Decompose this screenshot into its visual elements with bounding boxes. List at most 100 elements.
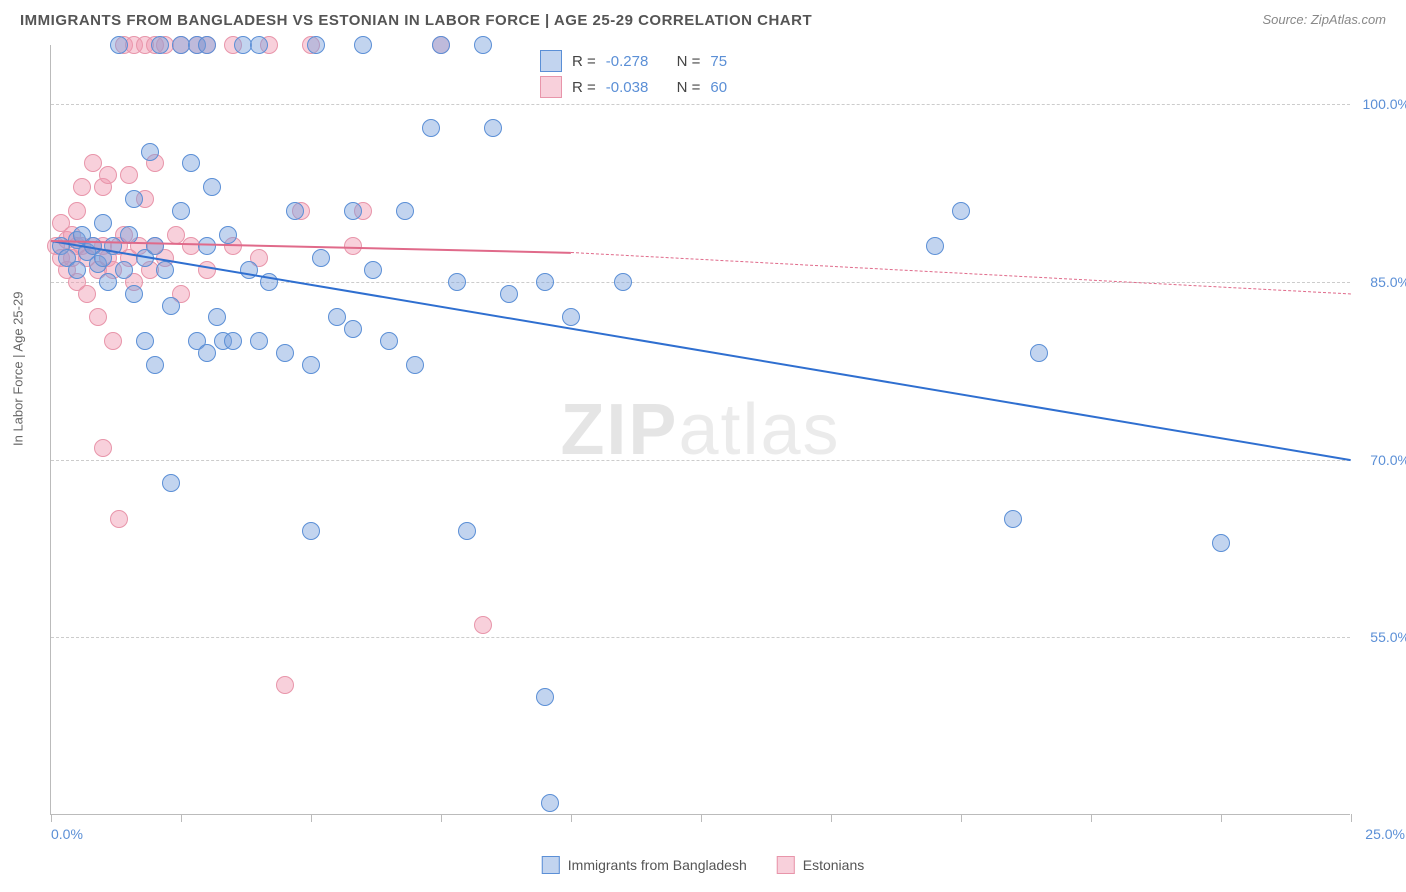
point-estonians xyxy=(167,226,185,244)
gridline-h xyxy=(51,104,1350,105)
source-attribution: Source: ZipAtlas.com xyxy=(1262,12,1386,27)
point-bangladesh xyxy=(302,356,320,374)
point-estonians xyxy=(104,332,122,350)
y-tick-label: 100.0% xyxy=(1363,96,1406,112)
point-bangladesh xyxy=(203,178,221,196)
series-legend: Immigrants from Bangladesh Estonians xyxy=(542,856,864,874)
point-bangladesh xyxy=(484,119,502,137)
point-estonians xyxy=(474,616,492,634)
n-label: N = xyxy=(677,79,701,96)
point-bangladesh xyxy=(396,202,414,220)
watermark-bold: ZIP xyxy=(560,390,678,470)
point-bangladesh xyxy=(1004,510,1022,528)
point-bangladesh xyxy=(151,36,169,54)
point-estonians xyxy=(78,285,96,303)
point-bangladesh xyxy=(474,36,492,54)
point-bangladesh xyxy=(432,36,450,54)
chart-title: IMMIGRANTS FROM BANGLADESH VS ESTONIAN I… xyxy=(20,12,812,29)
point-bangladesh xyxy=(198,36,216,54)
gridline-h xyxy=(51,460,1350,461)
point-bangladesh xyxy=(614,273,632,291)
point-bangladesh xyxy=(541,794,559,812)
n-value-estonians: 60 xyxy=(710,79,727,96)
x-tick xyxy=(441,814,442,822)
point-bangladesh xyxy=(536,273,554,291)
x-tick xyxy=(701,814,702,822)
point-bangladesh xyxy=(1030,344,1048,362)
point-estonians xyxy=(198,261,216,279)
y-tick-label: 85.0% xyxy=(1370,274,1406,290)
point-bangladesh xyxy=(562,308,580,326)
point-bangladesh xyxy=(162,474,180,492)
point-bangladesh xyxy=(458,522,476,540)
gridline-h xyxy=(51,637,1350,638)
point-bangladesh xyxy=(364,261,382,279)
point-bangladesh xyxy=(162,297,180,315)
correlation-row-estonians: R = -0.038 N = 60 xyxy=(540,76,727,98)
point-bangladesh xyxy=(500,285,518,303)
legend-label-estonians: Estonians xyxy=(803,857,864,873)
point-bangladesh xyxy=(406,356,424,374)
point-bangladesh xyxy=(307,36,325,54)
x-tick xyxy=(311,814,312,822)
x-tick xyxy=(51,814,52,822)
r-value-estonians: -0.038 xyxy=(606,79,649,96)
legend-item-estonians: Estonians xyxy=(777,856,864,874)
chart-container: IMMIGRANTS FROM BANGLADESH VS ESTONIAN I… xyxy=(0,0,1406,892)
point-bangladesh xyxy=(198,237,216,255)
point-bangladesh xyxy=(250,36,268,54)
x-label-min: 0.0% xyxy=(51,826,83,842)
swatch-estonians xyxy=(540,76,562,98)
r-label: R = xyxy=(572,79,596,96)
point-estonians xyxy=(99,166,117,184)
r-value-bangladesh: -0.278 xyxy=(606,53,649,70)
point-bangladesh xyxy=(354,36,372,54)
point-estonians xyxy=(94,439,112,457)
x-tick xyxy=(961,814,962,822)
x-tick xyxy=(831,814,832,822)
point-bangladesh xyxy=(302,522,320,540)
point-bangladesh xyxy=(125,190,143,208)
point-bangladesh xyxy=(422,119,440,137)
point-bangladesh xyxy=(952,202,970,220)
swatch-sm-estonians xyxy=(777,856,795,874)
x-tick xyxy=(1351,814,1352,822)
n-value-bangladesh: 75 xyxy=(710,53,727,70)
point-estonians xyxy=(110,510,128,528)
point-bangladesh xyxy=(198,344,216,362)
trendline-estonians-dash xyxy=(571,252,1351,294)
point-bangladesh xyxy=(94,214,112,232)
point-bangladesh xyxy=(312,249,330,267)
point-bangladesh xyxy=(328,308,346,326)
point-bangladesh xyxy=(182,154,200,172)
correlation-row-bangladesh: R = -0.278 N = 75 xyxy=(540,50,727,72)
legend-label-bangladesh: Immigrants from Bangladesh xyxy=(568,857,747,873)
point-bangladesh xyxy=(448,273,466,291)
point-bangladesh xyxy=(250,332,268,350)
point-bangladesh xyxy=(156,261,174,279)
point-bangladesh xyxy=(146,356,164,374)
point-bangladesh xyxy=(286,202,304,220)
y-axis-title: In Labor Force | Age 25-29 xyxy=(11,292,26,446)
legend-item-bangladesh: Immigrants from Bangladesh xyxy=(542,856,747,874)
point-bangladesh xyxy=(276,344,294,362)
swatch-bangladesh xyxy=(540,50,562,72)
point-bangladesh xyxy=(219,226,237,244)
point-estonians xyxy=(89,308,107,326)
plot-area: ZIPatlas 55.0%70.0%85.0%100.0%0.0%25.0% xyxy=(50,45,1350,815)
x-tick xyxy=(1221,814,1222,822)
swatch-sm-bangladesh xyxy=(542,856,560,874)
point-estonians xyxy=(120,166,138,184)
x-tick xyxy=(571,814,572,822)
point-bangladesh xyxy=(146,237,164,255)
point-estonians xyxy=(73,178,91,196)
point-bangladesh xyxy=(115,261,133,279)
point-bangladesh xyxy=(224,332,242,350)
point-bangladesh xyxy=(141,143,159,161)
point-bangladesh xyxy=(926,237,944,255)
watermark: ZIPatlas xyxy=(560,389,840,471)
point-estonians xyxy=(276,676,294,694)
point-estonians xyxy=(68,202,86,220)
r-label: R = xyxy=(572,53,596,70)
point-bangladesh xyxy=(344,202,362,220)
